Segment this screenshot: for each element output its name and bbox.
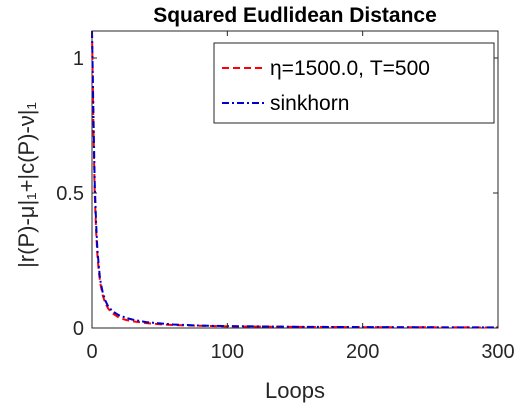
legend-label: sinkhorn	[270, 92, 349, 115]
legend-box	[213, 42, 495, 124]
x-axis: 0 100 200 300	[86, 31, 515, 363]
x-tick-label: 300	[481, 341, 514, 363]
y-axis-label: |r(P)-μ|₁+|c(P)-ν|₁	[14, 102, 39, 268]
y-tick-label: 0	[73, 318, 84, 340]
y-tick-label: 0.5	[56, 183, 84, 205]
legend: η=1500.0, T=500 sinkhorn	[213, 42, 495, 124]
legend-label: η=1500.0, T=500	[270, 57, 430, 80]
series-line-2	[91, 30, 499, 329]
x-tick-label: 100	[211, 341, 244, 363]
x-axis-label: Loops	[265, 378, 325, 403]
x-tick-label: 0	[86, 341, 97, 363]
x-tick-label: 200	[346, 341, 379, 363]
y-axis: 00.51	[56, 48, 498, 340]
chart-title: Squared Eudlidean Distance	[153, 4, 437, 27]
y-tick-label: 1	[73, 48, 84, 70]
